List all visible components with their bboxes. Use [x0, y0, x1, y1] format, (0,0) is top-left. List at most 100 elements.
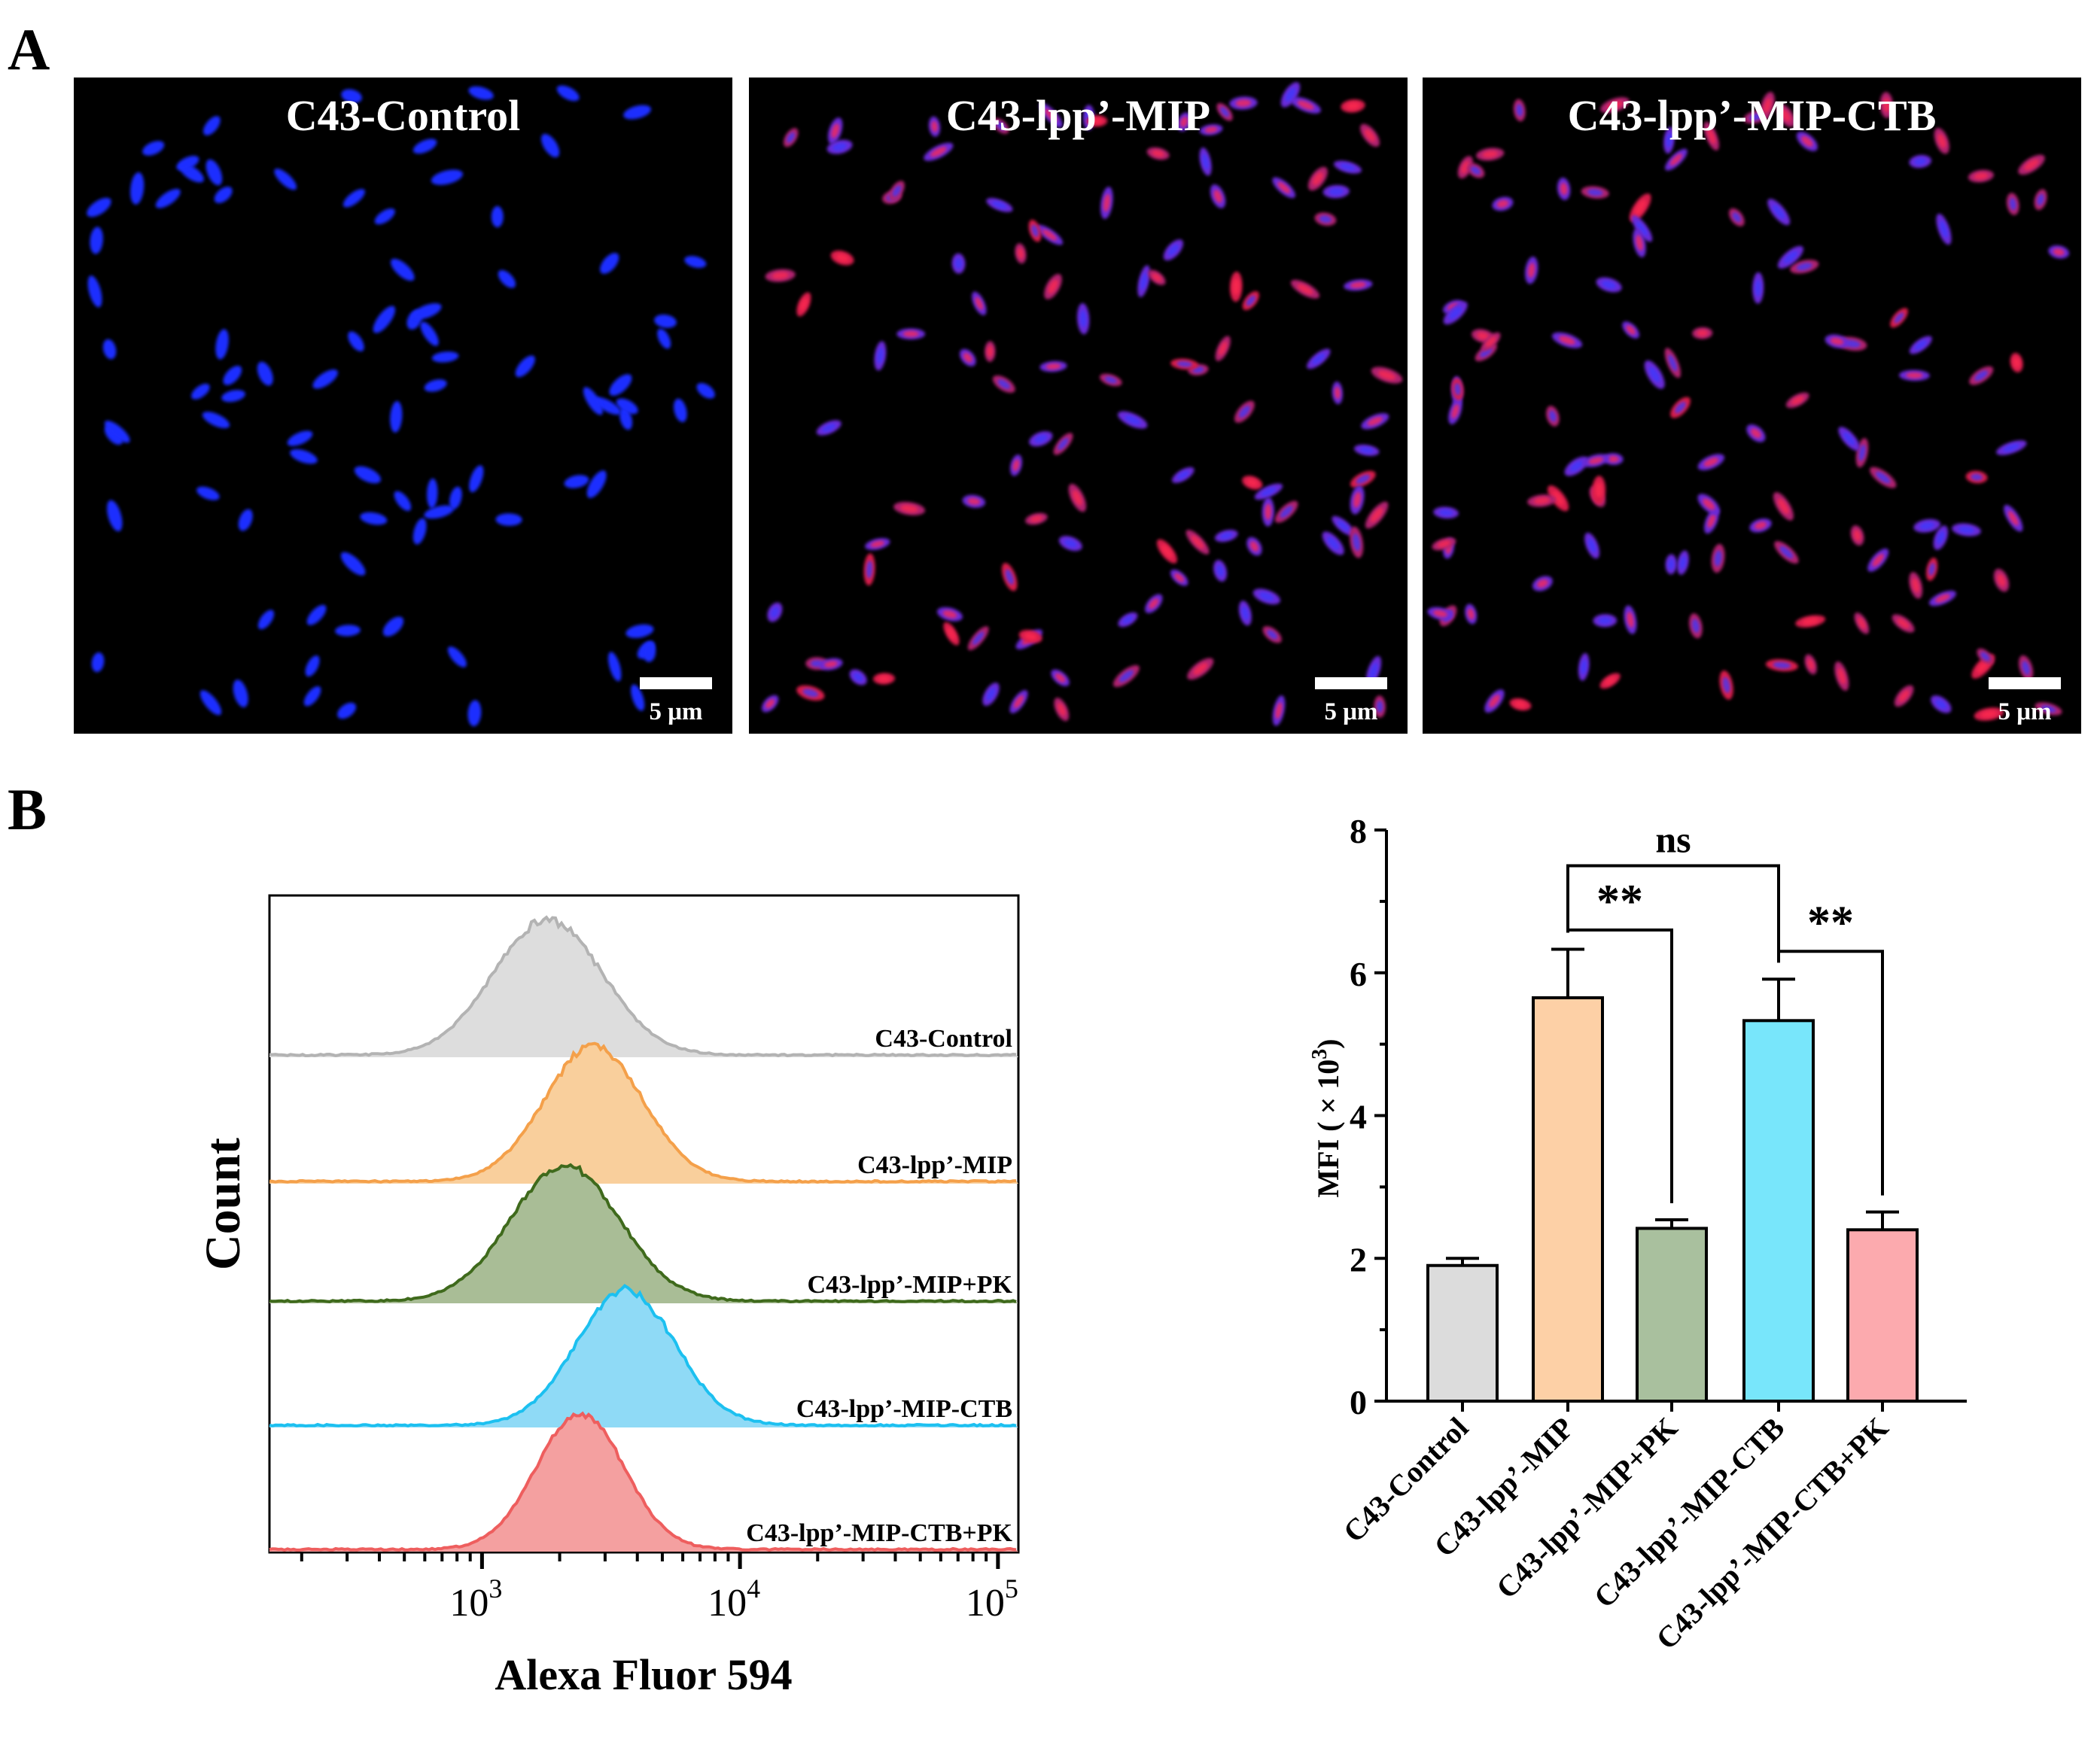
cell	[390, 258, 415, 281]
cell-core	[2009, 197, 2016, 211]
cell-core	[1370, 507, 1383, 523]
cell-core	[1627, 612, 1634, 628]
histogram-curve	[269, 1284, 1017, 1428]
cell	[412, 303, 442, 320]
micrograph-cells	[761, 82, 1403, 726]
cell-core	[1246, 479, 1258, 487]
cell	[223, 366, 242, 385]
cell-core	[1707, 128, 1716, 144]
cell	[642, 642, 656, 662]
cell	[176, 156, 199, 171]
cell	[130, 172, 145, 205]
cell	[342, 189, 365, 208]
cell-core	[1675, 401, 1686, 414]
micrograph-panel: C43-Control 5 μm	[74, 78, 732, 734]
cell	[104, 420, 130, 443]
cell-core	[1461, 161, 1470, 174]
cell-core	[1104, 376, 1117, 384]
cell	[305, 655, 320, 677]
cell-core	[1533, 497, 1550, 504]
cell-core	[1005, 569, 1014, 585]
cell-core	[1894, 312, 1904, 324]
cell	[287, 430, 313, 446]
cell-core	[1219, 342, 1228, 356]
cell-core	[931, 120, 938, 132]
cell-core	[1935, 594, 1950, 603]
cell	[625, 624, 654, 638]
cell-core	[1606, 100, 1624, 110]
micrograph-title: C43-Control	[286, 91, 520, 140]
cell	[233, 679, 248, 708]
cell-core	[1091, 117, 1103, 125]
histogram-frame	[268, 894, 1020, 1554]
cell-core	[1807, 658, 1815, 670]
cell-core	[1353, 534, 1361, 552]
cell-core	[787, 132, 796, 143]
cell-core	[1703, 498, 1715, 510]
cell-core	[1176, 360, 1192, 367]
cell	[657, 328, 671, 349]
cell-core	[1906, 372, 1923, 379]
cell-core	[1048, 279, 1058, 294]
cell-core	[2053, 248, 2065, 256]
cell	[306, 604, 327, 625]
cell-core	[2003, 443, 2020, 452]
cell-core	[1755, 279, 1761, 297]
cell	[674, 398, 687, 423]
cell-core	[1179, 117, 1188, 127]
cell-core	[1958, 526, 1975, 534]
cell-core	[1830, 337, 1844, 345]
cell-core	[1258, 592, 1274, 601]
cell-core	[1587, 538, 1596, 553]
cell	[447, 646, 467, 667]
cell	[340, 552, 366, 576]
cell-core	[1482, 150, 1498, 158]
cell-core	[972, 631, 985, 645]
cell-core	[835, 254, 849, 263]
cell-core	[1772, 205, 1785, 220]
cell-core	[1489, 695, 1500, 708]
cell	[202, 412, 230, 429]
cell-core	[1072, 490, 1082, 506]
cell	[468, 86, 494, 100]
cell-core	[1581, 659, 1587, 675]
cell-core	[1167, 244, 1179, 256]
cell-core	[1516, 104, 1523, 117]
micrograph-background	[1423, 78, 2081, 734]
cell-core	[822, 423, 836, 433]
histogram-series-labels: C43-Control C43-lpp’-MIP C43-lpp’-MIP+PK C4…	[746, 1025, 1012, 1547]
micrograph-cells	[87, 85, 715, 727]
cell-core	[1608, 455, 1619, 463]
cell	[390, 400, 403, 433]
cell-core	[1471, 166, 1481, 175]
cell-core	[1636, 221, 1648, 236]
cell-core	[1359, 447, 1374, 454]
cell	[427, 478, 438, 509]
cell-core	[1079, 310, 1087, 327]
cell	[214, 187, 233, 203]
cell-core	[1369, 662, 1378, 680]
cell-core	[963, 352, 972, 363]
cell	[696, 382, 715, 399]
tick-exponent: 3	[488, 1573, 502, 1604]
cell-core	[1791, 396, 1804, 405]
cell-core	[831, 123, 840, 138]
cell-core	[772, 272, 789, 279]
cell	[335, 625, 361, 637]
cell-core	[1937, 133, 1946, 148]
cell-core	[1514, 701, 1526, 708]
cell-core	[1732, 212, 1742, 223]
cell-core	[1980, 652, 1990, 661]
cell-core	[1058, 437, 1069, 450]
cell-core	[1750, 428, 1761, 439]
micrograph-cells	[1427, 92, 2070, 721]
cell-core	[1997, 573, 2006, 587]
cell	[593, 397, 621, 415]
cell-core	[987, 345, 994, 357]
cell-core	[1897, 618, 1910, 629]
scale-bar	[1989, 677, 2061, 689]
cell-core	[824, 661, 838, 668]
cell-core	[1235, 99, 1252, 107]
cell-core	[1433, 610, 1447, 618]
significance-bracket	[1566, 864, 1780, 963]
